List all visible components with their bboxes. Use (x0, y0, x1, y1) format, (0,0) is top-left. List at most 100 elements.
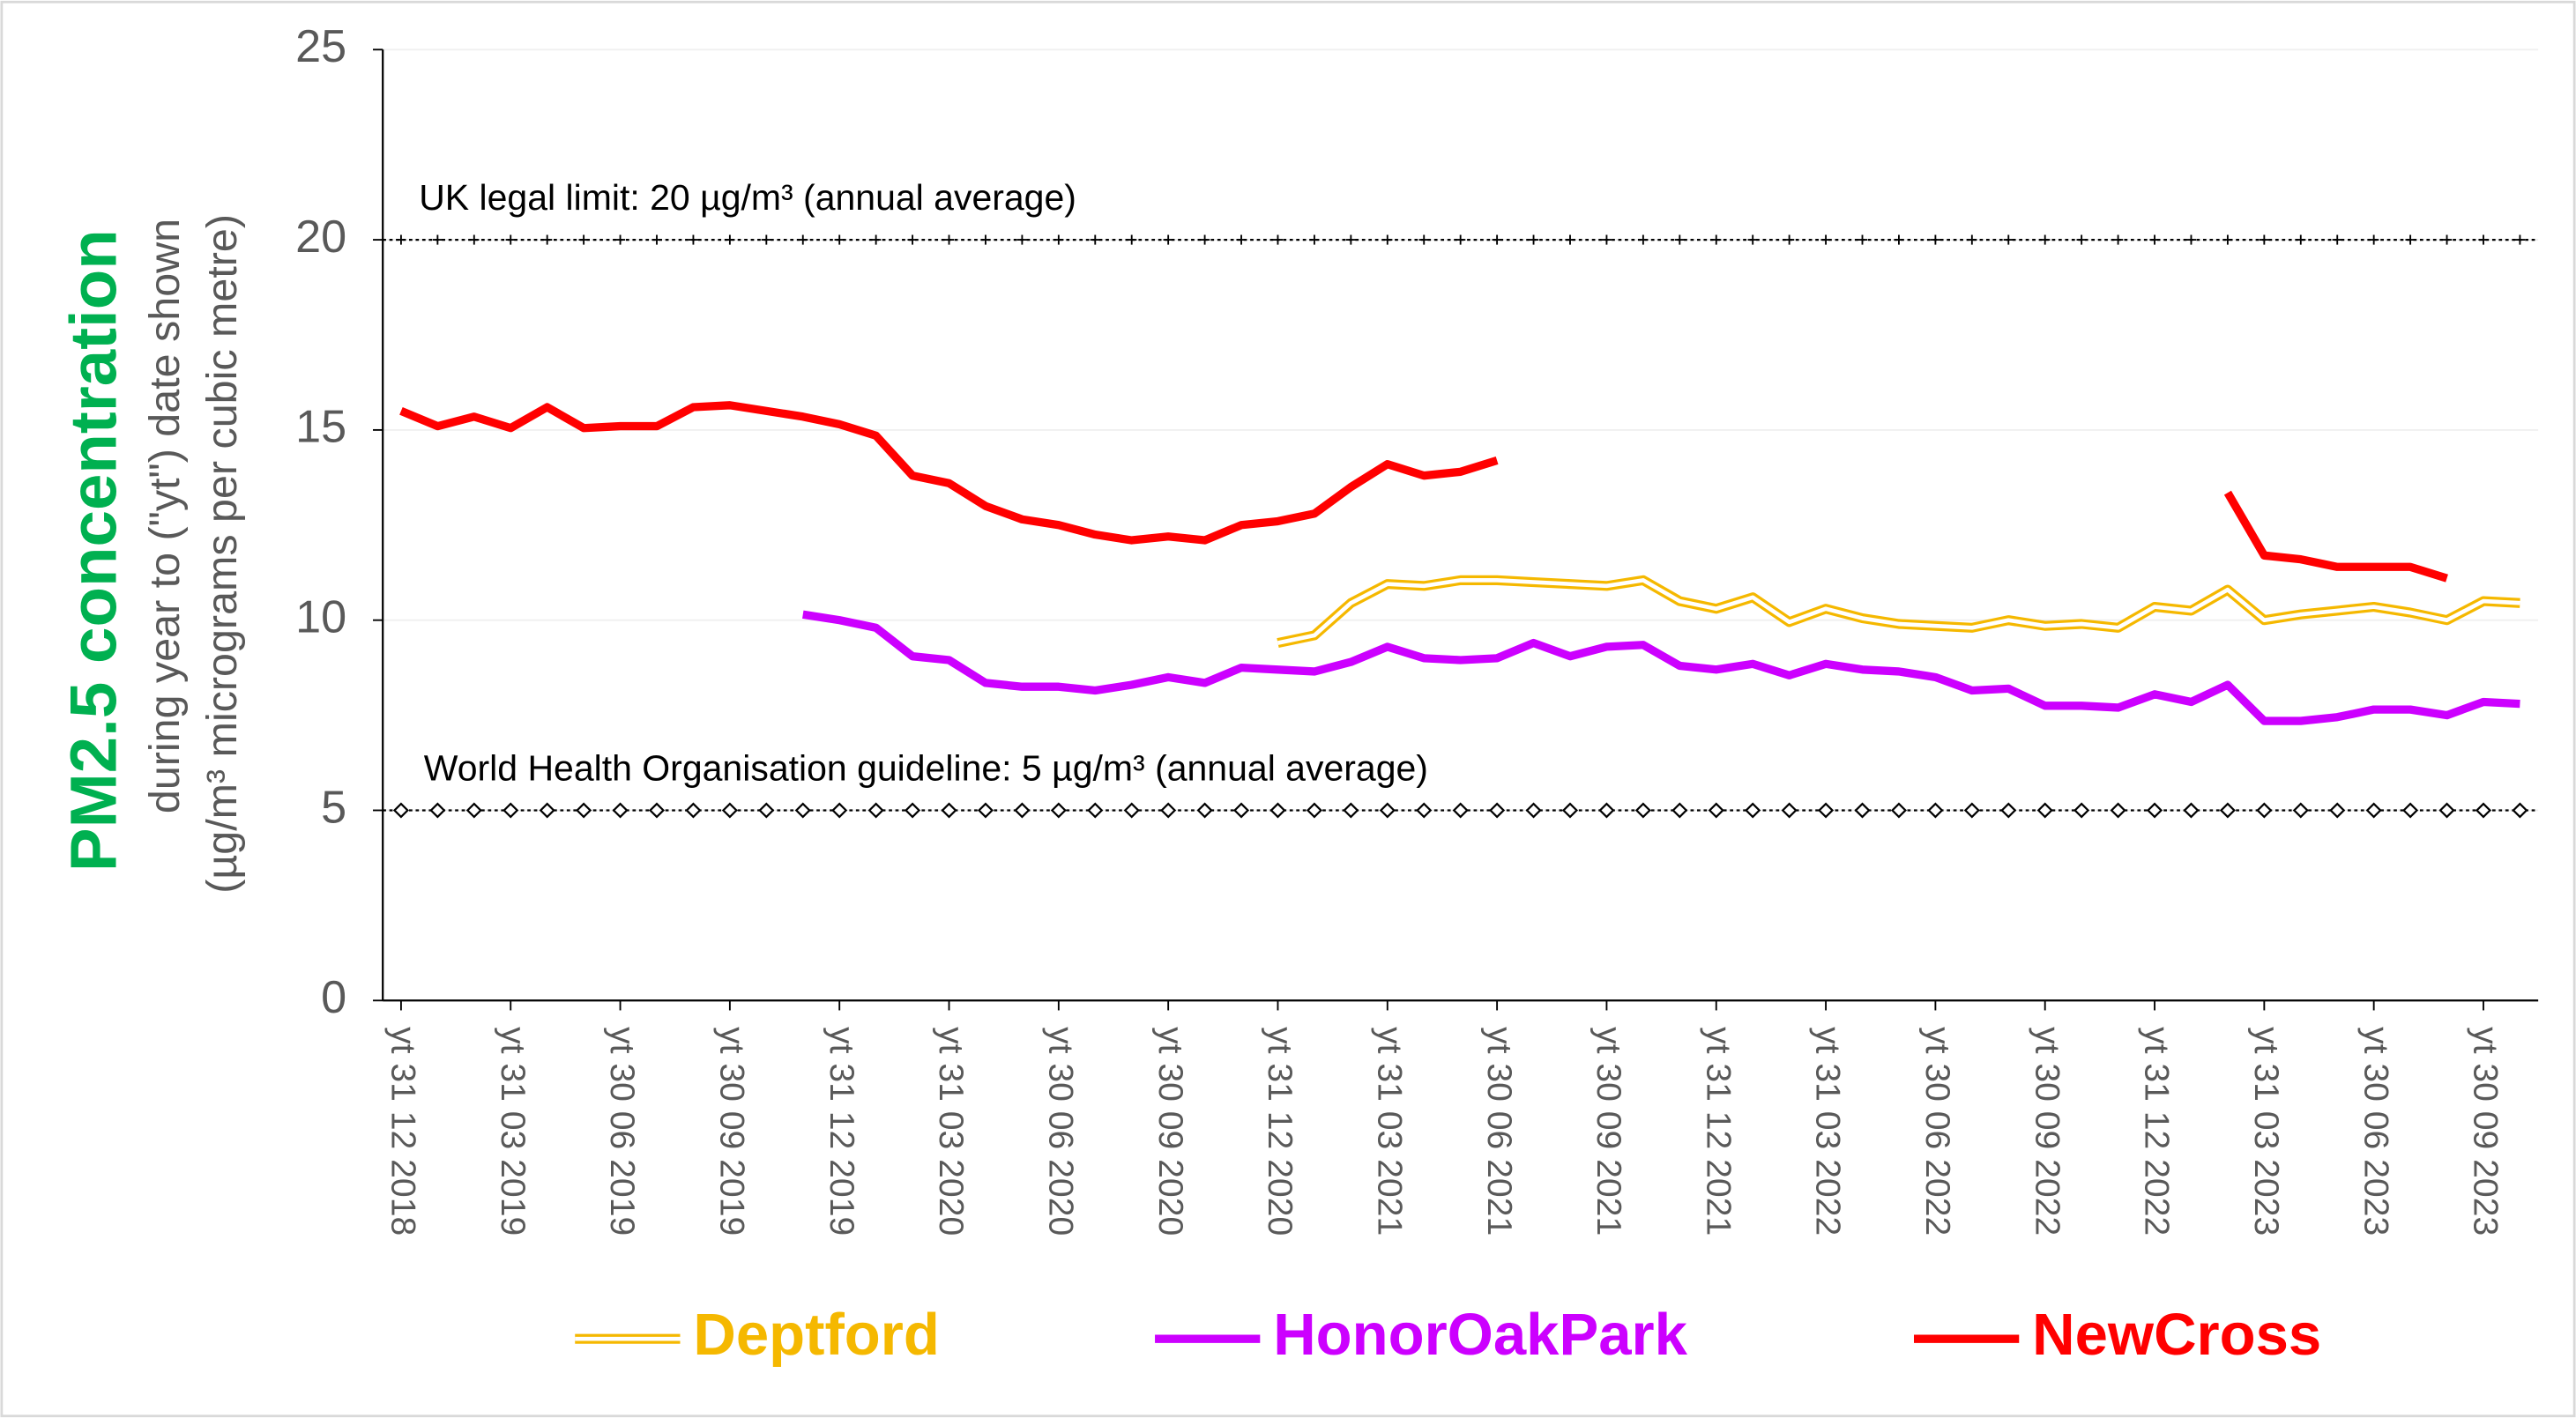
reference-marker (1050, 802, 1067, 819)
x-tick-label: yt 30 09 2021 (1590, 1027, 1627, 1236)
reference-marker (1382, 234, 1393, 245)
legend-label: HonorOakPark (1273, 1302, 1687, 1368)
reference-marker (831, 802, 848, 819)
reference-marker (2222, 234, 2233, 245)
reference-marker (1309, 234, 1320, 245)
reference-marker (1963, 802, 1980, 819)
reference-marker (758, 802, 775, 819)
reference-marker (1927, 802, 1944, 819)
reference-marker (794, 802, 811, 819)
reference-marker (396, 234, 406, 245)
series-line-inner (1277, 578, 2520, 645)
reference-marker (1747, 234, 1758, 245)
x-tick-label: yt 31 12 2019 (823, 1027, 860, 1236)
reference-marker (907, 234, 918, 245)
reference-marker (432, 234, 443, 245)
reference-marker (1200, 234, 1210, 245)
x-tick-label: yt 30 09 2023 (2467, 1027, 2505, 1236)
reference-marker (1418, 234, 1429, 245)
x-tick-label: yt 30 09 2019 (713, 1027, 751, 1236)
reference-marker (1601, 234, 1612, 245)
reference-marker (2000, 802, 2017, 819)
reference-marker (1343, 802, 1359, 819)
reference-marker (429, 802, 446, 819)
x-tick-label: yt 31 03 2021 (1370, 1027, 1408, 1236)
reference-marker (798, 234, 808, 245)
reference-marker (2003, 234, 2014, 245)
reference-marker (2405, 234, 2416, 245)
y-tick-label: 10 (295, 591, 346, 642)
reference-marker (1820, 234, 1831, 245)
reference-marker (1781, 802, 1798, 819)
reference-marker (1638, 234, 1649, 245)
x-tick-label: yt 30 09 2022 (2028, 1027, 2066, 1236)
reference-marker (1745, 802, 1761, 819)
reference-marker (2365, 802, 2382, 819)
reference-marker (2185, 234, 2197, 245)
reference-marker (685, 802, 702, 819)
reference-marker (1127, 234, 1137, 245)
reference-marker (1818, 802, 1835, 819)
reference-marker (1598, 802, 1615, 819)
y-tick-label: 20 (295, 212, 346, 263)
x-tick-label: yt 31 12 2021 (1699, 1027, 1737, 1236)
reference-marker (941, 802, 957, 819)
reference-marker (2256, 802, 2273, 819)
reference-marker (2292, 802, 2309, 819)
legend-label: NewCross (2032, 1302, 2321, 1368)
reference-marker (2438, 802, 2455, 819)
reference-marker (576, 802, 592, 819)
reference-marker (1857, 234, 1868, 245)
reference-marker (2183, 802, 2200, 819)
reference-marker (1528, 234, 1539, 245)
reference-marker (1232, 802, 1250, 819)
reference-marker (1053, 234, 1064, 245)
x-tick-label: yt 31 12 2020 (1261, 1027, 1299, 1236)
y-tick-label: 25 (295, 21, 346, 72)
reference-marker (2514, 234, 2526, 245)
x-tick-label: yt 30 09 2020 (1151, 1027, 1189, 1236)
y-axis-subtitle: during year to ("yt") date shown (141, 219, 189, 813)
reference-marker (578, 234, 589, 245)
reference-marker (465, 802, 482, 819)
reference-marker (612, 802, 629, 819)
reference-marker (1196, 802, 1213, 819)
reference-marker (2402, 802, 2419, 819)
reference-marker (1854, 802, 1871, 819)
reference-marker (1306, 802, 1322, 819)
reference-marker (1634, 802, 1651, 819)
reference-marker (2149, 234, 2160, 245)
reference-marker (1272, 234, 1284, 245)
y-tick-label: 5 (321, 782, 346, 833)
reference-marker (871, 234, 882, 245)
reference-marker (1014, 802, 1031, 819)
reference-marker (688, 234, 699, 245)
x-tick-label: yt 31 03 2019 (494, 1027, 532, 1236)
reference-marker (1163, 234, 1173, 245)
reference-marker (1561, 802, 1579, 819)
x-tick-label: yt 31 12 2018 (384, 1027, 422, 1236)
reference-marker (1671, 802, 1688, 819)
reference-marker (1236, 234, 1247, 245)
reference-marker (2332, 234, 2342, 245)
reference-marker (2040, 234, 2051, 245)
reference-marker (1930, 234, 1940, 245)
x-tick-label: yt 31 03 2020 (932, 1027, 970, 1236)
reference-marker (1784, 234, 1795, 245)
reference-marker (2369, 234, 2379, 245)
reference-marker (1711, 234, 1722, 245)
reference-marker (2296, 234, 2306, 245)
x-tick-label: yt 31 12 2022 (2138, 1027, 2176, 1236)
reference-marker (2219, 802, 2236, 819)
y-tick-label: 0 (321, 972, 346, 1023)
reference-marker (651, 234, 662, 245)
reference-marker (1890, 802, 1907, 819)
reference-label: UK legal limit: 20 µg/m³ (annual average… (419, 177, 1076, 218)
reference-marker (2475, 802, 2492, 819)
x-tick-label: yt 30 06 2020 (1041, 1027, 1079, 1236)
reference-marker (1489, 802, 1506, 819)
reference-marker (1416, 802, 1433, 819)
reference-marker (1708, 802, 1724, 819)
reference-marker (1492, 234, 1502, 245)
